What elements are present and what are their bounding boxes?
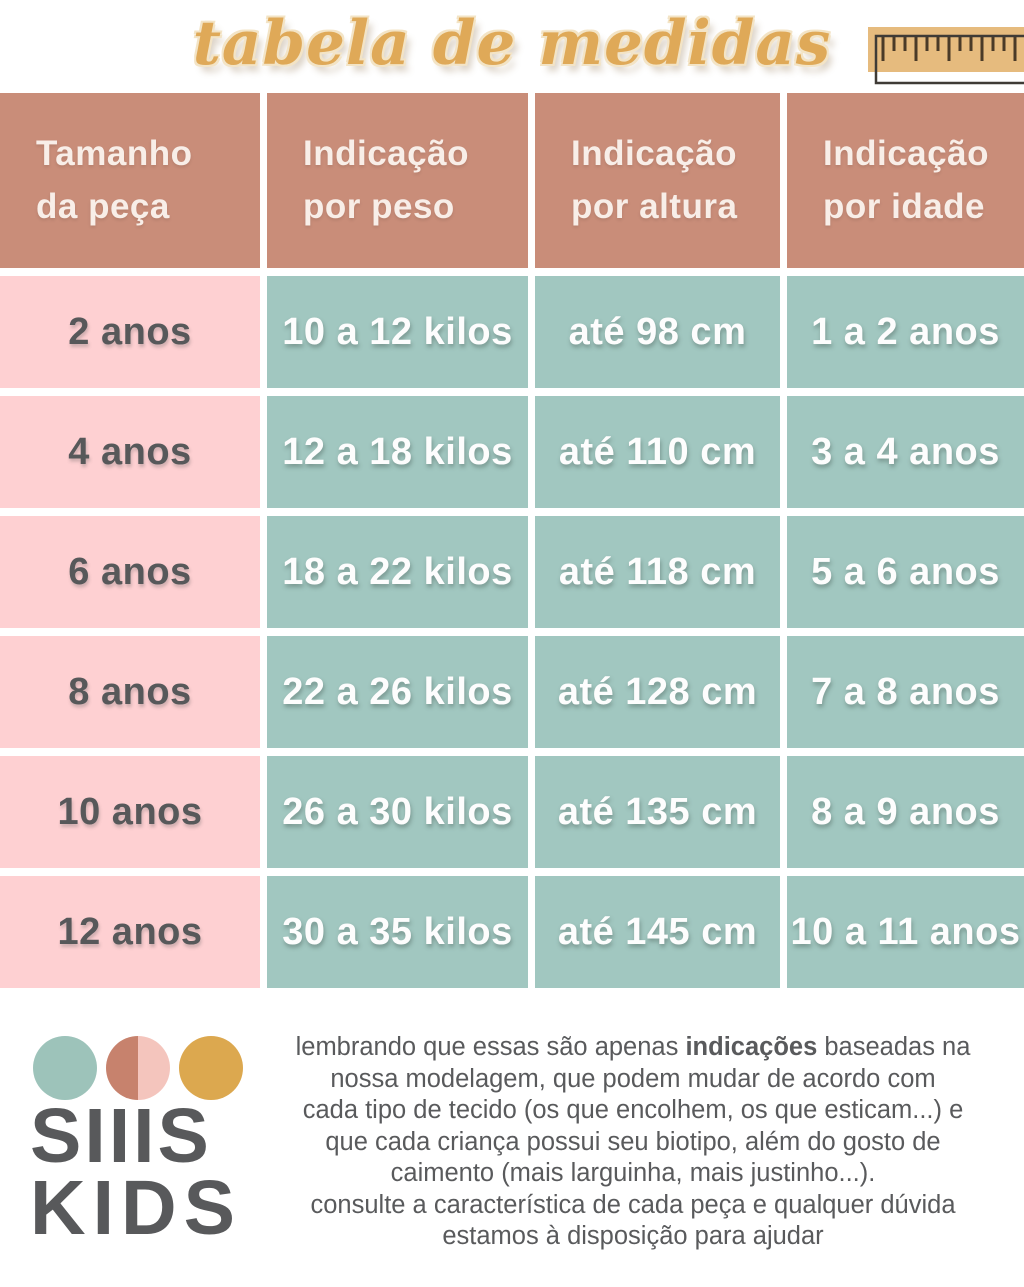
- ruler-icon: [868, 27, 1024, 85]
- header-cell-weight: Indicação por peso: [267, 93, 528, 268]
- header-label: por altura: [571, 186, 738, 226]
- note-segment: baseadas na: [817, 1033, 971, 1061]
- header-cell-size: Tamanho da peça: [0, 93, 260, 268]
- title-bar: tabela de medidas: [0, 8, 1024, 93]
- cell-size: 2 anos: [0, 276, 260, 388]
- header-label: Tamanho: [36, 134, 193, 173]
- header-label: da peça: [36, 186, 170, 226]
- cell-height: até 135 cm: [535, 756, 780, 868]
- logo-circle-split-icon: [106, 1036, 170, 1100]
- cell-height: até 145 cm: [535, 876, 780, 988]
- cell-size: 8 anos: [0, 636, 260, 748]
- cell-weight: 30 a 35 kilos: [267, 876, 528, 988]
- note-line: cada tipo de tecido (os que encolhem, os…: [302, 1096, 964, 1124]
- note-line: consulte a característica de cada peça e…: [310, 1190, 956, 1219]
- note-line: nossa modelagem, que podem mudar de acor…: [330, 1064, 936, 1093]
- note-line: estamos à disposição para ajudar: [442, 1222, 824, 1250]
- cell-weight: 18 a 22 kilos: [267, 516, 528, 628]
- cell-size: 6 anos: [0, 516, 260, 628]
- cell-age: 3 a 4 anos: [787, 396, 1024, 508]
- header-label: por peso: [303, 186, 455, 226]
- cell-age: 1 a 2 anos: [787, 276, 1024, 388]
- cell-height: até 110 cm: [535, 396, 780, 508]
- cell-age: 10 a 11 anos: [787, 876, 1024, 988]
- page-title: tabela de medidas: [192, 8, 832, 79]
- size-table: Tamanho da peça Indicação por peso Indicaç…: [0, 93, 1024, 988]
- note-line: caimento (mais larguinha, mais justinho.…: [390, 1159, 876, 1187]
- cell-height: até 118 cm: [535, 516, 780, 628]
- header-cell-age: Indicação por idade: [787, 93, 1024, 268]
- cell-age: 5 a 6 anos: [787, 516, 1024, 628]
- cell-size: 12 anos: [0, 876, 260, 988]
- header-label: por idade: [823, 186, 986, 226]
- cell-age: 7 a 8 anos: [787, 636, 1024, 748]
- logo-text-kids: KIDS: [30, 1165, 242, 1252]
- cell-weight: 12 a 18 kilos: [267, 396, 528, 508]
- cell-weight: 10 a 12 kilos: [267, 276, 528, 388]
- header-cell-height: Indicação por altura: [535, 93, 780, 268]
- logo-dots: [33, 1036, 248, 1100]
- logo-circle-gold-icon: [179, 1036, 243, 1100]
- note-text: lembrando que essas são apenas indicaçõe…: [252, 1032, 1014, 1253]
- cell-weight: 26 a 30 kilos: [267, 756, 528, 868]
- cell-size: 4 anos: [0, 396, 260, 508]
- note-segment-bold: indicações: [685, 1033, 818, 1061]
- cell-height: até 128 cm: [535, 636, 780, 748]
- brand-logo: SIIIS KIDS: [28, 1036, 248, 1252]
- cell-weight: 22 a 26 kilos: [267, 636, 528, 748]
- cell-size: 10 anos: [0, 756, 260, 868]
- header-label: Indicação: [303, 134, 469, 173]
- cell-height: até 98 cm: [535, 276, 780, 388]
- logo-text-siiis: SIIIS: [30, 1093, 212, 1179]
- header-label: Indicação: [823, 134, 989, 173]
- logo-circle-teal-icon: [33, 1036, 97, 1100]
- note-line: lembrando que essas são apenas indicaçõe…: [252, 1032, 1014, 1064]
- note-segment: lembrando que essas são apenas: [295, 1033, 686, 1061]
- note-line: que cada criança possui seu biotipo, alé…: [325, 1127, 941, 1156]
- cell-age: 8 a 9 anos: [787, 756, 1024, 868]
- header-label: Indicação: [571, 134, 737, 173]
